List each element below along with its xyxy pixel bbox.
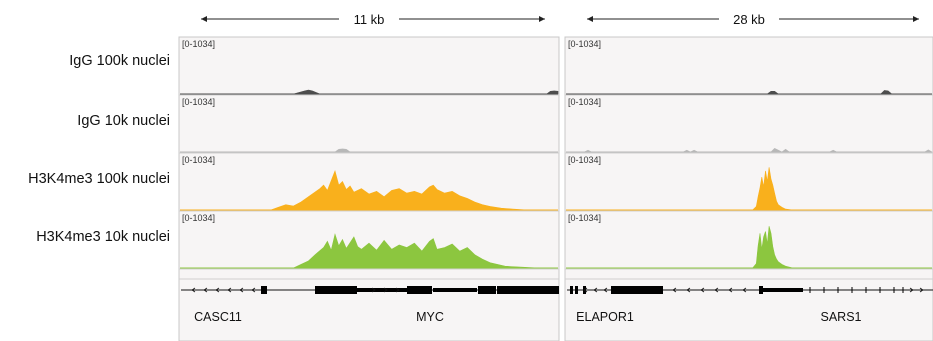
scale-bar-2: 28 kb bbox=[587, 12, 919, 27]
panel-1 bbox=[178, 36, 560, 341]
strand-arrow bbox=[215, 287, 220, 293]
exon-block bbox=[611, 286, 663, 294]
signal-area-2 bbox=[566, 148, 933, 153]
signal-area-1 bbox=[180, 89, 559, 95]
strand-arrow bbox=[728, 287, 733, 293]
exon-block bbox=[759, 286, 763, 294]
strand-arrow bbox=[251, 287, 256, 293]
utr-block bbox=[433, 288, 477, 292]
strand-arrow bbox=[583, 287, 588, 293]
data-range-label: [0-1034] bbox=[568, 97, 601, 107]
gene-name: ELAPOR1 bbox=[576, 310, 634, 324]
strand-arrow bbox=[593, 287, 598, 293]
strand-arrow bbox=[686, 287, 691, 293]
signal-area-2 bbox=[180, 148, 558, 153]
data-range-label: [0-1034] bbox=[568, 213, 601, 223]
strand-arrow bbox=[203, 287, 208, 293]
gene-name: CASC11 bbox=[194, 310, 242, 324]
scale-label: 11 kb bbox=[354, 12, 385, 27]
exon-block bbox=[570, 286, 573, 294]
data-range-label: [0-1034] bbox=[182, 213, 215, 223]
exon-block bbox=[575, 286, 578, 294]
data-range-label: [0-1034] bbox=[568, 39, 601, 49]
exon-block bbox=[407, 286, 432, 294]
track-label: IgG 100k nuclei bbox=[69, 53, 170, 69]
scale-arrow-right bbox=[913, 16, 919, 22]
utr-block bbox=[356, 288, 407, 292]
gene-track-2 bbox=[567, 286, 933, 294]
exon-block bbox=[261, 286, 267, 294]
data-range-label: [0-1034] bbox=[568, 155, 601, 165]
strand-arrow bbox=[700, 287, 705, 293]
scale-arrow-right bbox=[539, 16, 545, 22]
strand-arrow bbox=[395, 287, 400, 293]
strand-arrow bbox=[603, 287, 608, 293]
strand-arrow bbox=[909, 287, 914, 293]
exon-block bbox=[315, 286, 357, 294]
exon-block bbox=[478, 286, 496, 294]
track-label: IgG 10k nuclei bbox=[77, 113, 170, 129]
scale-bar-1: 11 kb bbox=[201, 12, 545, 27]
gene-name: MYC bbox=[416, 310, 444, 324]
scale-arrow-left bbox=[587, 16, 593, 22]
strand-arrow bbox=[371, 287, 376, 293]
exon-block bbox=[497, 286, 559, 294]
data-range-label: [0-1034] bbox=[182, 97, 215, 107]
strand-arrow bbox=[714, 287, 719, 293]
strand-arrow bbox=[191, 287, 196, 293]
panel-2 bbox=[564, 36, 933, 341]
strand-arrow bbox=[672, 287, 677, 293]
signal-area-1 bbox=[566, 90, 932, 95]
signal-area-3 bbox=[566, 167, 932, 211]
signal-area-4 bbox=[180, 233, 558, 269]
track-label: H3K4me3 10k nuclei bbox=[36, 229, 170, 245]
gene-name: SARS1 bbox=[821, 310, 862, 324]
strand-arrow bbox=[383, 287, 388, 293]
gene-track-1 bbox=[181, 286, 559, 294]
signal-area-4 bbox=[566, 226, 932, 269]
scale-label: 28 kb bbox=[733, 12, 765, 27]
strand-arrow bbox=[919, 287, 924, 293]
signal-area-3 bbox=[180, 169, 558, 211]
utr-block bbox=[763, 288, 803, 292]
data-range-label: [0-1034] bbox=[182, 155, 215, 165]
strand-arrow bbox=[742, 287, 747, 293]
strand-arrow bbox=[239, 287, 244, 293]
scale-arrow-left bbox=[201, 16, 207, 22]
data-range-label: [0-1034] bbox=[182, 39, 215, 49]
strand-arrow bbox=[227, 287, 232, 293]
track-label: H3K4me3 100k nuclei bbox=[28, 171, 170, 187]
